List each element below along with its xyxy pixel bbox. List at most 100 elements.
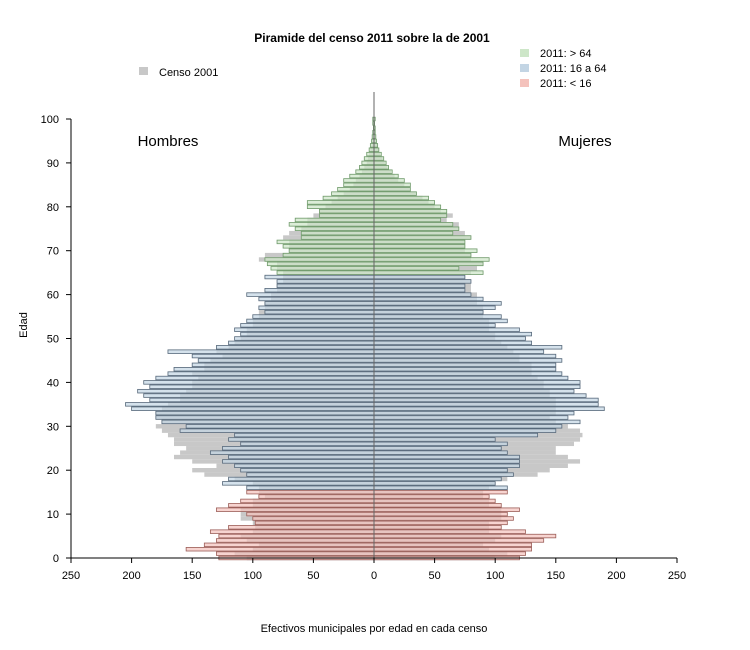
bar-2011-men-age-71 <box>282 244 375 249</box>
bar-2011-men-age-94 <box>369 143 375 148</box>
legend-2001-swatch <box>139 67 148 75</box>
bar-2011-women-age-63 <box>373 279 472 284</box>
bar-2011-men-age-10 <box>246 511 375 517</box>
bar-2011-women-age-19 <box>373 472 514 477</box>
bar-2011-women-age-65 <box>373 270 484 275</box>
bar-2011-women-age-6 <box>373 529 526 534</box>
bar-2011-women-age-11 <box>373 507 520 512</box>
bar-2011-women-age-45 <box>373 358 563 363</box>
y-tick-label: 70 <box>47 246 59 258</box>
bar-2011-women-age-27 <box>373 437 496 442</box>
bar-2011-women-age-12 <box>373 503 502 508</box>
bar-2011-women-age-42 <box>373 371 563 376</box>
axes: 250 200 150 100 50 0 50 100 150 200 250 0 10 20 30 40 5… <box>41 114 687 582</box>
bar-2011-men-age-60 <box>246 292 375 297</box>
bar-2011-men-age-87 <box>349 173 375 179</box>
bar-2011-women-age-38 <box>373 388 575 394</box>
bar-2011-women-age-83 <box>373 191 417 196</box>
bar-2011-women-age-18 <box>373 476 502 482</box>
bar-2011-women-age-22 <box>373 459 520 464</box>
annotation-hombres: Hombres <box>138 133 199 150</box>
bar-2011-men-age-34 <box>131 406 375 411</box>
bar-2011-men-age-28 <box>234 432 375 438</box>
bar-2011-men-age-9 <box>252 516 375 521</box>
bar-2011-men-age-17 <box>222 481 375 486</box>
bar-2011-men-age-35 <box>125 402 375 407</box>
bar-2011-men-age-63 <box>276 279 375 284</box>
bars-2011 <box>125 116 605 561</box>
bar-2011-men-age-37 <box>143 393 375 398</box>
bar-2011-women-age-30 <box>373 424 563 429</box>
bar-2011-women-age-86 <box>373 178 405 183</box>
bar-2011-women-age-80 <box>373 204 442 209</box>
bar-2011-men-age-30 <box>185 424 375 429</box>
bar-2011-men-age-52 <box>234 327 375 332</box>
bar-2011-men-age-90 <box>361 160 375 166</box>
bar-2011-men-age-2 <box>185 547 375 552</box>
bar-2011-men-age-86 <box>343 178 375 183</box>
bar-2011-women-age-1 <box>373 551 526 556</box>
bar-2011-women-age-92 <box>373 151 382 157</box>
bar-2011-women-age-48 <box>373 345 563 350</box>
bar-2011-women-age-67 <box>373 261 484 267</box>
bar-2011-women-age-24 <box>373 450 508 455</box>
bar-2011-men-age-22 <box>222 459 375 464</box>
bar-2011-women-age-46 <box>373 353 557 359</box>
bar-2011-men-age-82 <box>322 195 375 201</box>
bar-2011-women-age-88 <box>373 169 393 174</box>
bar-2011-men-age-46 <box>191 353 375 359</box>
y-tick-label: 90 <box>47 158 59 170</box>
bar-2011-women-age-54 <box>373 318 508 324</box>
bar-2011-women-age-90 <box>373 160 387 166</box>
bar-2011-women-age-84 <box>373 187 411 192</box>
bar-2011-women-age-34 <box>373 406 605 411</box>
y-tick-label: 20 <box>47 465 59 477</box>
legend-2011-adult-swatch <box>520 64 529 72</box>
bar-2011-men-age-11 <box>216 507 375 512</box>
bar-2011-men-age-29 <box>179 428 375 433</box>
bar-2011-men-age-16 <box>246 485 375 490</box>
x-tick-label: 100 <box>244 570 262 582</box>
bar-2011-women-age-78 <box>373 213 448 218</box>
bar-2011-women-age-33 <box>373 410 575 416</box>
bar-2011-women-age-47 <box>373 349 545 354</box>
bar-2011-women-age-82 <box>373 195 429 201</box>
bar-2011-men-age-75 <box>294 226 375 231</box>
bar-2011-men-age-76 <box>288 222 375 227</box>
chart-title: Piramide del censo 2011 sobre la de 2001 <box>254 31 490 45</box>
bar-2011-men-age-15 <box>246 489 375 495</box>
bar-2011-men-age-7 <box>228 525 375 530</box>
bar-2011-women-age-91 <box>373 156 385 161</box>
legend-2001: Censo 2001 <box>139 67 218 79</box>
bar-2011-men-age-55 <box>252 314 375 319</box>
bar-2011-men-age-47 <box>167 349 375 354</box>
bar-2011-women-age-59 <box>373 296 484 302</box>
bar-2011-men-age-50 <box>234 336 375 341</box>
bar-2011-men-age-53 <box>240 323 375 328</box>
bar-2011-men-age-23 <box>228 454 375 460</box>
bar-2011-women-age-29 <box>373 428 557 433</box>
x-tick-label: 250 <box>62 570 80 582</box>
bar-2011-women-age-14 <box>373 494 490 499</box>
bar-2011-men-age-1 <box>216 551 375 556</box>
y-tick-label: 0 <box>53 553 59 565</box>
bar-2011-men-age-59 <box>258 296 375 302</box>
y-axis-label: Edad <box>18 312 30 338</box>
bar-2011-men-age-8 <box>254 520 375 526</box>
bar-2011-men-age-45 <box>197 358 375 363</box>
bar-2011-men-age-57 <box>258 305 375 310</box>
bar-2011-women-age-79 <box>373 208 448 214</box>
bar-2011-women-age-73 <box>373 235 472 240</box>
y-tick-label: 100 <box>41 114 59 126</box>
bar-2011-women-age-71 <box>373 244 466 249</box>
bar-2011-women-age-17 <box>373 481 496 486</box>
bar-2011-men-age-24 <box>209 450 375 455</box>
x-tick-label: 50 <box>428 570 440 582</box>
bar-2011-women-age-15 <box>373 489 508 495</box>
bar-2011-women-age-25 <box>373 446 502 451</box>
x-tick-label: 150 <box>547 570 565 582</box>
bar-2011-men-age-40 <box>143 380 375 385</box>
bar-2011-women-age-62 <box>373 283 466 289</box>
bar-2011-men-age-49 <box>228 340 375 346</box>
